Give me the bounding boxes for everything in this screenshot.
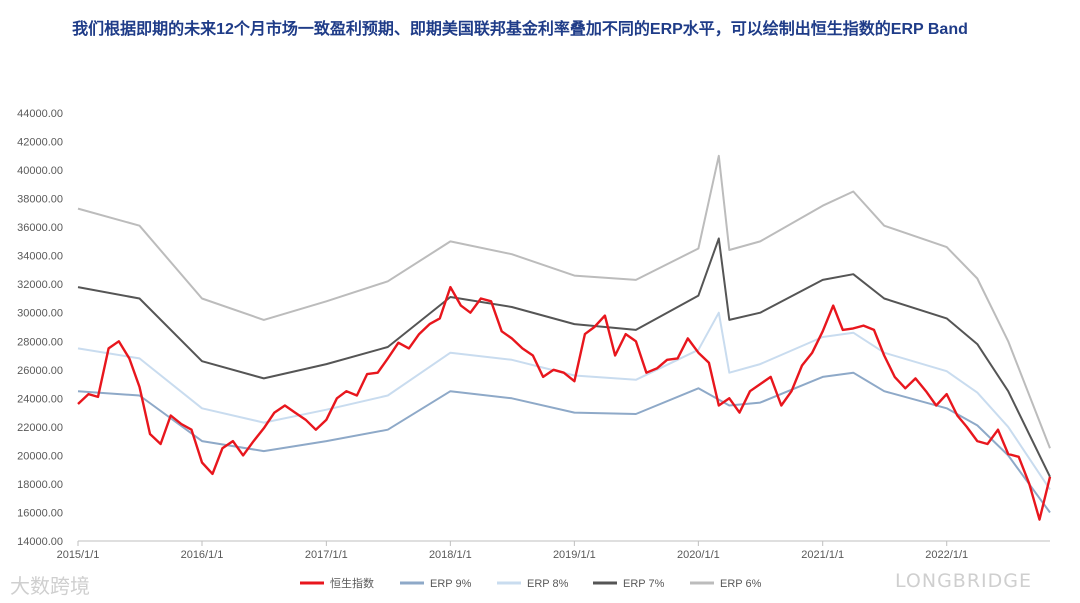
y-tick-label: 34000.00 — [17, 251, 63, 263]
x-tick-label: 2015/1/1 — [57, 549, 100, 561]
y-tick-label: 38000.00 — [17, 194, 63, 206]
y-tick-label: 30000.00 — [17, 308, 63, 320]
x-tick-label: 2019/1/1 — [553, 549, 596, 561]
x-tick-label: 2016/1/1 — [181, 549, 224, 561]
y-tick-label: 32000.00 — [17, 279, 63, 291]
series-line-hsi — [77, 285, 1052, 521]
series-line-erp-7 — [77, 237, 1051, 478]
legend-label: ERP 9% — [430, 578, 472, 590]
watermark-right: LONGBRIDGE — [895, 570, 1032, 592]
y-tick-label: 22000.00 — [17, 422, 63, 434]
y-tick-label: 24000.00 — [17, 393, 63, 405]
y-tick-label: 16000.00 — [17, 507, 63, 519]
y-tick-label: 18000.00 — [17, 479, 63, 491]
x-axis: 2015/1/1 2016/1/1 2017/1/1 2018/1/1 2019/1/1… — [57, 540, 1050, 561]
legend-label: 恒生指数 — [330, 576, 374, 590]
series-line-erp-8 — [77, 311, 1051, 491]
x-tick-label: 2021/1/1 — [801, 549, 844, 561]
plot-area — [77, 154, 1052, 521]
legend-label: ERP 6% — [720, 578, 762, 590]
y-tick-label: 14000.00 — [17, 536, 63, 548]
y-tick-label: 44000.00 — [17, 108, 63, 120]
y-tick-label: 28000.00 — [17, 336, 63, 348]
y-tick-label: 40000.00 — [17, 165, 63, 177]
y-tick-label: 26000.00 — [17, 365, 63, 377]
y-tick-label: 20000.00 — [17, 450, 63, 462]
chart-title: 我们根据即期的未来12个月市场一致盈利预期、即期美国联邦基金利率叠加不同的ERP… — [72, 21, 968, 38]
series-line-erp-9 — [77, 371, 1051, 514]
y-tick-label: 36000.00 — [17, 222, 63, 234]
x-tick-label: 2018/1/1 — [429, 549, 472, 561]
x-tick-label: 2017/1/1 — [305, 549, 348, 561]
watermark-left: 大数跨境 — [10, 574, 90, 598]
y-tick-label: 42000.00 — [17, 137, 63, 149]
x-tick-label: 2020/1/1 — [677, 549, 720, 561]
x-tick-label: 2022/1/1 — [925, 549, 968, 561]
y-axis: 14000.00 16000.00 18000.00 20000.00 22000.00… — [17, 108, 63, 548]
series-line-erp-6 — [77, 154, 1051, 449]
legend-label: ERP 7% — [623, 578, 665, 590]
legend-label: ERP 8% — [527, 578, 569, 590]
legend: 恒生指数 ERP 9% ERP 8% ERP 7% ERP 6% — [300, 576, 762, 590]
